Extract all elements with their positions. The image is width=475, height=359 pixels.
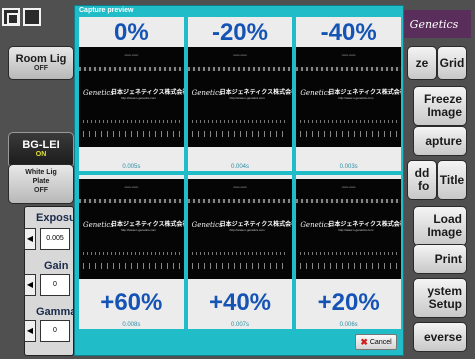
preview-image: ═══ ═══ Genetics 日本ジェネティクス株式会社 http://ww… — [79, 179, 184, 279]
freeze-button[interactable]: ze — [407, 46, 437, 80]
white-light-button[interactable]: White Lig Plate OFF — [8, 164, 74, 204]
cancel-button[interactable]: ✖ Cancel — [355, 334, 397, 350]
gain-decrease-button[interactable]: ◀ — [24, 274, 36, 296]
preview-cell[interactable]: ═══ ═══ Genetics 日本ジェネティクス株式会社 http://ww… — [79, 175, 184, 329]
gel-company-text: 日本ジェネティクス株式会社 — [328, 90, 401, 96]
gamma-title: Gamma — [36, 306, 77, 318]
grid-button[interactable]: Grid — [437, 46, 467, 80]
gel-logo: Genetics — [83, 89, 114, 97]
preview-percentage: +20% — [317, 289, 380, 316]
gain-value[interactable]: 0 — [40, 274, 70, 296]
window-icon[interactable] — [2, 8, 20, 26]
exposure-title: Exposur — [36, 212, 81, 224]
gel-logo: Genetics — [300, 89, 332, 97]
white-light-label: White Lig — [25, 169, 57, 176]
room-light-button[interactable]: Room Lig OFF — [8, 46, 74, 80]
preview-percentage: +60% — [100, 289, 163, 316]
preview-exposure-time: 0.003s — [339, 164, 358, 170]
gel-company-text: 日本ジェネティクス株式会社 — [219, 90, 293, 96]
brand-logo: Genetics — [397, 10, 471, 38]
gel-url-text: http://www.n-genetics.com — [229, 228, 265, 232]
bg-led-status: ON — [35, 151, 47, 158]
gel-url-text: http://www.n-genetics.com — [121, 228, 157, 232]
exposure-decrease-button[interactable]: ◀ — [24, 228, 36, 250]
preview-cell[interactable]: ═══ ═══ Genetics 日本ジェネティクス株式会社 http://ww… — [187, 175, 293, 329]
gain-title: Gain — [44, 260, 69, 272]
system-setup-button[interactable]: ystem Setup — [413, 278, 467, 318]
gel-url-text: http://www.n-genetics.com — [338, 96, 374, 100]
preview-image: ═══ ═══ Genetics 日本ジェネティクス株式会社 http://ww… — [296, 47, 401, 147]
gamma-decrease-button[interactable]: ◀ — [24, 320, 36, 342]
gel-logo: Genetics — [83, 221, 114, 229]
freeze-image-button[interactable]: Freeze Image — [413, 86, 467, 126]
preview-cell[interactable]: -20% ═══ ═══ Genetics 日本ジェネティクス株式会社 http… — [187, 17, 293, 171]
preview-percentage: -20% — [211, 19, 268, 46]
gel-url-text: http://www.n-genetics.com — [229, 96, 265, 100]
white-light-status: OFF — [34, 187, 48, 194]
gel-company-text: 日本ジェネティクス株式会社 — [328, 222, 401, 228]
preview-image: ═══ ═══ Genetics 日本ジェネティクス株式会社 http://ww… — [296, 179, 401, 279]
exposure-value[interactable]: 0.005 — [40, 228, 70, 250]
gel-logo: Genetics — [300, 221, 332, 229]
add-info-button[interactable]: dd fo — [407, 160, 437, 200]
preview-cell[interactable]: ═══ ═══ Genetics 日本ジェネティクス株式会社 http://ww… — [296, 175, 401, 329]
bg-led-label: BG-LEI — [22, 139, 60, 151]
preview-image: ═══ ═══ Genetics 日本ジェネティクス株式会社 http://ww… — [187, 179, 293, 279]
top-toolbar — [2, 8, 41, 26]
preview-exposure-time: 0.008s — [122, 322, 141, 328]
preview-grid: 0% ═══ ═══ Genetics 日本ジェネティクス株式会社 http:/… — [79, 17, 401, 329]
close-icon: ✖ — [360, 336, 368, 347]
capture-button[interactable]: apture — [413, 126, 467, 156]
gel-url-text: http://www.n-genetics.com — [338, 228, 374, 232]
gel-company-text: 日本ジェネティクス株式会社 — [111, 222, 184, 228]
preview-cell[interactable]: -40% ═══ ═══ Genetics 日本ジェネティクス株式会社 http… — [296, 17, 401, 171]
title-button[interactable]: Title — [437, 160, 467, 200]
preview-exposure-time: 0.007s — [230, 322, 249, 328]
reverse-button[interactable]: everse — [413, 322, 467, 352]
dialog-title: Capture preview — [79, 7, 134, 14]
print-button[interactable]: Print — [413, 244, 467, 274]
gel-logo: Genetics — [191, 221, 223, 229]
save-icon[interactable] — [23, 8, 41, 26]
gel-company-text: 日本ジェネティクス株式会社 — [111, 90, 184, 96]
preview-exposure-time: 0.005s — [122, 164, 141, 170]
gamma-value[interactable]: 0 — [40, 320, 70, 342]
gel-company-text: 日本ジェネティクス株式会社 — [219, 222, 293, 228]
room-light-status: OFF — [34, 65, 48, 72]
room-light-label: Room Lig — [15, 53, 67, 65]
preview-image: ═══ ═══ Genetics 日本ジェネティクス株式会社 http://ww… — [79, 47, 184, 147]
gel-url-text: http://www.n-genetics.com — [121, 96, 157, 100]
preview-cell[interactable]: 0% ═══ ═══ Genetics 日本ジェネティクス株式会社 http:/… — [79, 17, 184, 171]
load-image-button[interactable]: Load Image — [413, 206, 467, 246]
bg-led-button[interactable]: BG-LEI ON — [8, 132, 74, 168]
preview-percentage: -40% — [320, 19, 377, 46]
white-light-plate-label: Plate — [32, 178, 50, 185]
gel-logo: Genetics — [191, 89, 223, 97]
preview-image: ═══ ═══ Genetics 日本ジェネティクス株式会社 http://ww… — [187, 47, 293, 147]
preview-percentage: +40% — [208, 289, 272, 316]
preview-percentage: 0% — [113, 19, 149, 46]
preview-exposure-time: 0.004s — [230, 164, 249, 170]
cancel-label: Cancel — [369, 338, 392, 346]
preview-exposure-time: 0.006s — [339, 322, 358, 328]
capture-preview-dialog: Capture preview 0% ═══ ═══ Genetics 日本ジェ… — [74, 5, 404, 356]
